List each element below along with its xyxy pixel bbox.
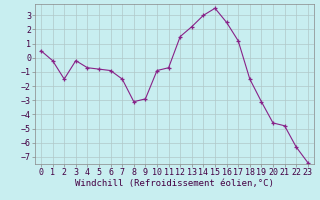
X-axis label: Windchill (Refroidissement éolien,°C): Windchill (Refroidissement éolien,°C) [75,179,274,188]
